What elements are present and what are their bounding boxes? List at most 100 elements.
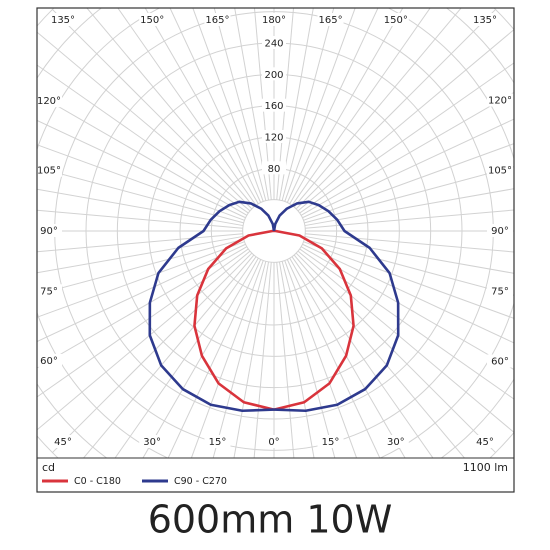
r-tick-label: 120 [264, 133, 283, 144]
radial-grid-line [86, 8, 255, 208]
curves [148, 200, 400, 413]
radial-grid-line [289, 257, 406, 458]
angle-tick-label: 105° [37, 166, 61, 177]
angle-label-bg [472, 13, 498, 26]
angle-label-bg [36, 353, 62, 367]
radial-grid-line [37, 166, 244, 224]
angle-label-bg [50, 435, 76, 448]
radial-grid-line [37, 235, 244, 274]
angle-tick-label: 15° [322, 437, 340, 448]
radial-grid-line [37, 119, 246, 219]
angle-tick-label: 0° [268, 437, 279, 448]
radial-grid-line [284, 8, 356, 202]
angle-tick-label: 90° [40, 226, 58, 237]
frame [36, 7, 515, 493]
radial-grid-line [305, 209, 514, 229]
radial-grid-line [169, 8, 262, 203]
radial-grid-line [284, 260, 358, 458]
angle-tick-label: 120° [488, 96, 512, 107]
intensity-curve [193, 229, 275, 411]
radial-grid-line [302, 243, 514, 344]
radial-grid-line [37, 188, 244, 227]
radial-grid-line [37, 250, 251, 431]
r-label-bg [262, 161, 286, 175]
radial-grid-line [52, 252, 253, 453]
angle-tick-label: 90° [491, 226, 509, 237]
angle-tick-label: 60° [491, 356, 509, 367]
radial-grid-line [37, 238, 244, 296]
radial-grid-line [82, 254, 255, 458]
r-label-bg [262, 67, 286, 81]
radial-grid-line [52, 9, 253, 210]
flux-label: 1100 lm [463, 461, 508, 474]
radial-grid-line [303, 241, 514, 319]
radial-grid-line [276, 8, 295, 200]
angle-tick-label: 105° [488, 165, 512, 176]
angle-tick-label: 135° [51, 15, 75, 26]
angle-tick-label: 150° [384, 15, 408, 26]
angle-label-bg [261, 435, 287, 448]
angle-label-bg [50, 13, 76, 26]
intensity-curve [148, 200, 276, 413]
radial-grid-line [295, 252, 496, 453]
radial-grid-line [278, 261, 315, 458]
angle-label-bg [36, 224, 62, 237]
labels: 80 120 160 200 240 0° 15° 15° 30° 30° 45° 45° 60° 60°… [36, 13, 513, 448]
legend: C0 - C180 C90 - C270 [42, 476, 227, 487]
radial-grid-line [213, 8, 267, 201]
r-tick-label: 80 [268, 164, 281, 175]
radial-grid-line [234, 8, 270, 201]
angle-label-bg [261, 13, 287, 26]
angle-tick-label: 150° [140, 15, 164, 26]
angle-label-bg [36, 284, 62, 298]
radial-grid-line [253, 8, 272, 200]
radial-grid-line [281, 261, 336, 458]
r-label-bg [262, 130, 286, 143]
r-tick-label: 160 [264, 101, 283, 112]
angle-label-bg [204, 13, 231, 26]
r-label-bg [262, 36, 286, 49]
angle-label-bg [382, 435, 409, 448]
intensity-curve [273, 229, 355, 411]
radial-grid-line [299, 62, 514, 214]
radial-grid-line [304, 238, 514, 296]
angle-label-bg [139, 13, 166, 26]
angle-tick-label: 165° [205, 15, 229, 26]
angle-label-bg [487, 163, 513, 177]
radial-grid-line [192, 8, 264, 202]
radial-grid-line [293, 254, 466, 458]
angle-tick-label: 120° [37, 96, 61, 107]
legend-label: C90 - C270 [174, 476, 227, 487]
radial-grid-line [286, 8, 379, 203]
angle-tick-label: 75° [40, 286, 58, 297]
angle-label-bg [317, 435, 344, 448]
radial-grid-line [233, 261, 270, 458]
radial-grid-line [305, 233, 514, 253]
radial-grid-line [297, 29, 514, 212]
radial-grid-line [37, 233, 243, 253]
r-tick-label: 200 [264, 70, 283, 81]
radial-grid-line [291, 256, 434, 458]
angle-tick-label: 165° [318, 15, 342, 26]
r-label-bg [262, 98, 286, 112]
radial-grid-line [276, 262, 295, 458]
radial-grid-line [304, 166, 514, 224]
chart-title: 600mm 10W [148, 498, 393, 542]
angle-tick-label: 45° [54, 437, 72, 448]
angle-tick-label: 180° [262, 15, 286, 26]
radial-grid-line [37, 31, 251, 212]
angle-tick-label: 75° [491, 287, 509, 298]
angle-label-bg [382, 13, 409, 26]
radial-grid-line [167, 259, 262, 458]
radial-grid-line [286, 259, 381, 458]
radial-grid-line [37, 209, 243, 229]
radial-grid-line [295, 9, 496, 210]
angle-tick-label: 45° [476, 437, 494, 448]
angle-tick-label: 60° [40, 356, 58, 367]
angle-label-bg [487, 93, 513, 107]
radial-grid-line [212, 261, 267, 458]
angle-tick-label: 135° [473, 15, 497, 26]
